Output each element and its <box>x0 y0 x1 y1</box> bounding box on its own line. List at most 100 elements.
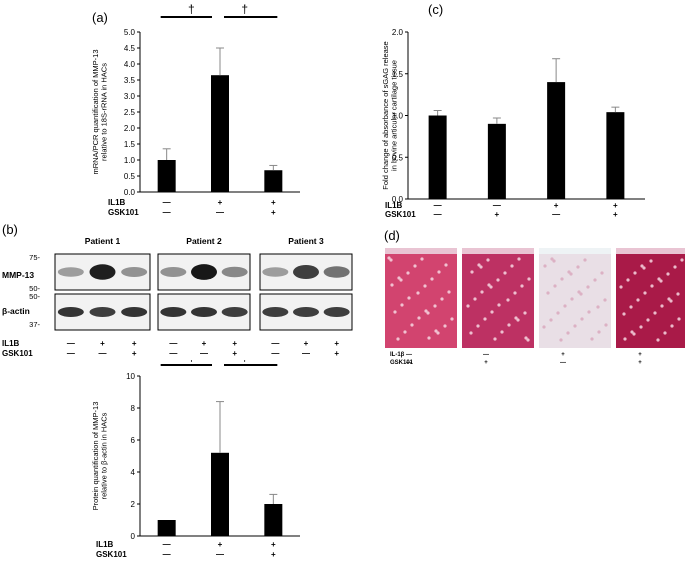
chondrocyte <box>413 264 417 268</box>
chondrocyte <box>569 272 573 276</box>
histology-surface <box>539 248 611 254</box>
chondrocyte <box>643 291 647 295</box>
condition-row-label: GSK101 <box>108 208 139 217</box>
y-tick-label: 0.5 <box>392 153 404 162</box>
chondrocyte <box>497 303 501 307</box>
chondrocyte <box>636 298 640 302</box>
panel-label-a: (a) <box>92 10 108 25</box>
condition-row-label: IL1B <box>96 540 114 549</box>
chondrocyte <box>560 277 564 281</box>
chondrocyte <box>524 336 528 340</box>
condition-symbol: — <box>169 349 177 358</box>
y-tick-label: 0 <box>131 532 136 541</box>
chondrocyte <box>470 270 474 274</box>
actin-band <box>221 307 248 317</box>
bar <box>157 160 176 192</box>
histology-image <box>385 248 457 348</box>
chondrocyte <box>576 265 580 269</box>
chondrocyte <box>570 297 574 301</box>
mmp13-band <box>89 264 116 280</box>
y-tick-label: 1.5 <box>124 140 136 149</box>
chondrocyte <box>566 331 570 335</box>
chondrocyte <box>586 285 590 289</box>
histology-surface <box>385 248 457 254</box>
condition-symbol: — <box>406 352 412 358</box>
mmp13-band <box>57 267 84 277</box>
chondrocyte <box>447 290 451 294</box>
histology-surface <box>616 248 685 254</box>
y-axis-label-line2: relative to β-actin in HACs <box>100 412 109 499</box>
y-tick-label: 4.0 <box>124 60 136 69</box>
mmp13-band <box>221 266 248 278</box>
bar <box>157 520 176 536</box>
bar <box>606 112 625 199</box>
chondrocyte <box>546 291 550 295</box>
chondrocyte <box>440 297 444 301</box>
blot-row-label: β-actin <box>2 306 30 316</box>
bar <box>211 75 229 192</box>
chondrocyte <box>427 336 431 340</box>
chondrocyte <box>444 263 448 267</box>
panel-label-d: (d) <box>384 228 400 243</box>
chondrocyte <box>434 329 438 333</box>
condition-symbol: — <box>163 550 171 559</box>
chondrocyte <box>623 337 627 341</box>
chondrocyte <box>639 325 643 329</box>
condition-symbol: — <box>163 208 171 217</box>
condition-row-label: GSK101 <box>2 349 33 358</box>
chondrocyte <box>437 270 441 274</box>
chondrocyte <box>670 324 674 328</box>
chondrocyte <box>657 277 661 281</box>
y-tick-label: 1.0 <box>392 112 404 121</box>
y-tick-label: 1.5 <box>392 70 404 79</box>
y-axis-label-line1: Protein quantification of MMP-13 <box>91 402 100 511</box>
chondrocyte <box>517 257 521 261</box>
condition-symbol: + <box>638 352 642 358</box>
condition-symbol: — <box>67 349 75 358</box>
bar <box>428 115 447 199</box>
chondrocyte <box>479 265 483 269</box>
chondrocyte <box>496 278 500 282</box>
condition-symbol: + <box>613 210 618 219</box>
mw-marker: 75- <box>29 253 40 262</box>
chondrocyte <box>604 323 608 327</box>
histology-image <box>462 248 534 348</box>
chondrocyte <box>469 331 473 335</box>
histology-surface <box>462 248 534 254</box>
condition-row-label: GSK101 <box>385 210 416 219</box>
chondrocyte <box>396 337 400 341</box>
chondrocyte <box>523 311 527 315</box>
chondrocyte <box>489 285 493 289</box>
condition-symbol: — <box>406 360 412 366</box>
y-axis-label-line1: Fold change of absorbance of sGAG releas… <box>381 41 390 189</box>
condition-symbol: — <box>163 198 171 207</box>
chondrocyte <box>487 283 491 287</box>
chondrocyte <box>676 292 680 296</box>
chondrocyte <box>500 330 504 334</box>
chondrocyte <box>673 265 677 269</box>
chondrocyte <box>587 310 591 314</box>
condition-symbol: — <box>560 360 566 366</box>
y-axis-label-line2: in bovine articular cartilage tissue <box>390 60 399 171</box>
chondrocyte <box>542 325 546 329</box>
chondrocyte <box>632 332 636 336</box>
significance-dagger: † <box>241 2 248 16</box>
chondrocyte <box>633 271 637 275</box>
condition-symbol: + <box>271 540 276 549</box>
chondrocyte <box>660 304 664 308</box>
condition-symbol: + <box>561 352 565 358</box>
condition-row-label: IL1B <box>2 339 20 348</box>
chondrocyte <box>480 290 484 294</box>
condition-symbol: + <box>232 349 237 358</box>
panel-label-c: (c) <box>428 2 444 17</box>
condition-symbol: + <box>218 198 223 207</box>
y-tick-label: 0.5 <box>124 172 136 181</box>
chondrocyte <box>563 304 567 308</box>
y-tick-label: 10 <box>126 372 135 381</box>
y-tick-label: 2.0 <box>392 28 404 37</box>
chondrocyte <box>436 331 440 335</box>
condition-symbol: — <box>434 210 442 219</box>
chondrocyte <box>393 310 397 314</box>
condition-row-label: GSK101 <box>390 360 414 366</box>
y-tick-label: 3.0 <box>124 92 136 101</box>
